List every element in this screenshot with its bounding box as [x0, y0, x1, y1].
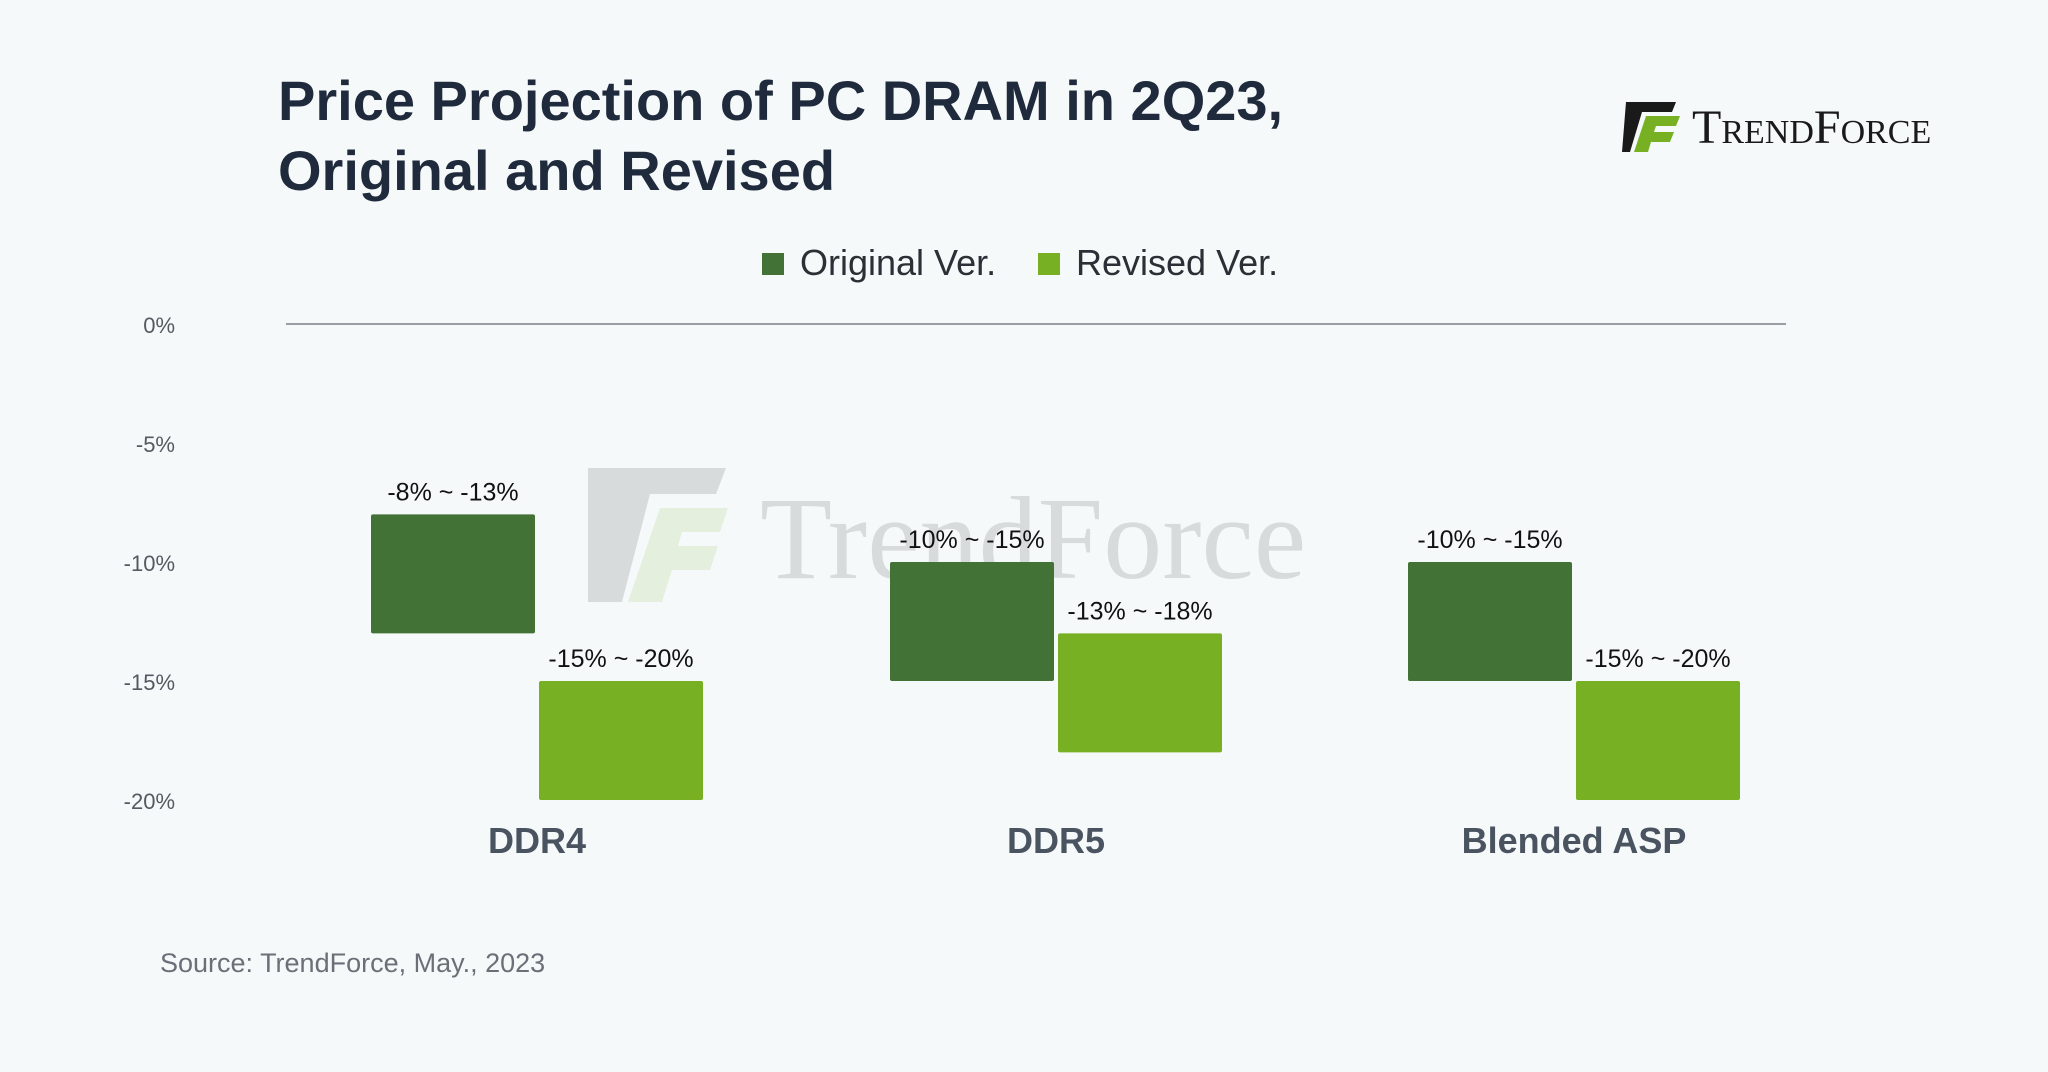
- y-tick-label: -10%: [124, 551, 175, 576]
- y-tick-label: -15%: [124, 670, 175, 695]
- category-label: Blended ASP: [1462, 820, 1687, 861]
- chart-title: Price Projection of PC DRAM in 2Q23, Ori…: [278, 66, 1283, 206]
- data-label: -15% ~ -20%: [548, 645, 693, 673]
- logo-text: TrendForce: [1692, 100, 1932, 154]
- data-label: -10% ~ -15%: [1417, 526, 1562, 554]
- legend-label-original: Original Ver.: [800, 242, 996, 283]
- source-note: Source: TrendForce, May., 2023: [160, 948, 546, 978]
- y-axis: 0% -5% -10% -15% -20%: [124, 313, 175, 814]
- data-labels: -8% ~ -13% -15% ~ -20% -10% ~ -15% -13% ~ -…: [387, 478, 1730, 673]
- bar-original-blended-asp: [1408, 562, 1572, 681]
- bars: [371, 514, 1740, 800]
- x-axis: DDR4 DDR5 Blended ASP: [488, 820, 1686, 861]
- trendforce-logo: TrendForce: [1622, 98, 1931, 156]
- data-label: -10% ~ -15%: [899, 526, 1044, 554]
- legend-label-revised: Revised Ver.: [1076, 242, 1278, 283]
- legend-swatch-revised: [1038, 253, 1060, 275]
- data-label: -13% ~ -18%: [1067, 597, 1212, 625]
- legend: Original Ver. Revised Ver.: [762, 242, 1278, 283]
- trendforce-logo-icon: [1622, 102, 1680, 152]
- bar-revised-ddr5: [1058, 633, 1222, 753]
- legend-swatch-original: [762, 253, 784, 275]
- category-label: DDR5: [1007, 820, 1105, 861]
- y-tick-label: 0%: [143, 313, 175, 338]
- category-label: DDR4: [488, 820, 586, 861]
- data-label: -8% ~ -13%: [387, 478, 518, 506]
- chart-title-line-1: Price Projection of PC DRAM in 2Q23,: [278, 69, 1284, 132]
- data-label: -15% ~ -20%: [1585, 645, 1730, 673]
- bar-revised-blended-asp: [1576, 681, 1740, 800]
- bar-original-ddr4: [371, 514, 535, 634]
- y-tick-label: -5%: [136, 432, 175, 457]
- chart-title-line-2: Original and Revised: [278, 139, 836, 202]
- y-tick-label: -20%: [124, 789, 175, 814]
- bar-original-ddr5: [890, 562, 1054, 681]
- bar-revised-ddr4: [539, 681, 703, 800]
